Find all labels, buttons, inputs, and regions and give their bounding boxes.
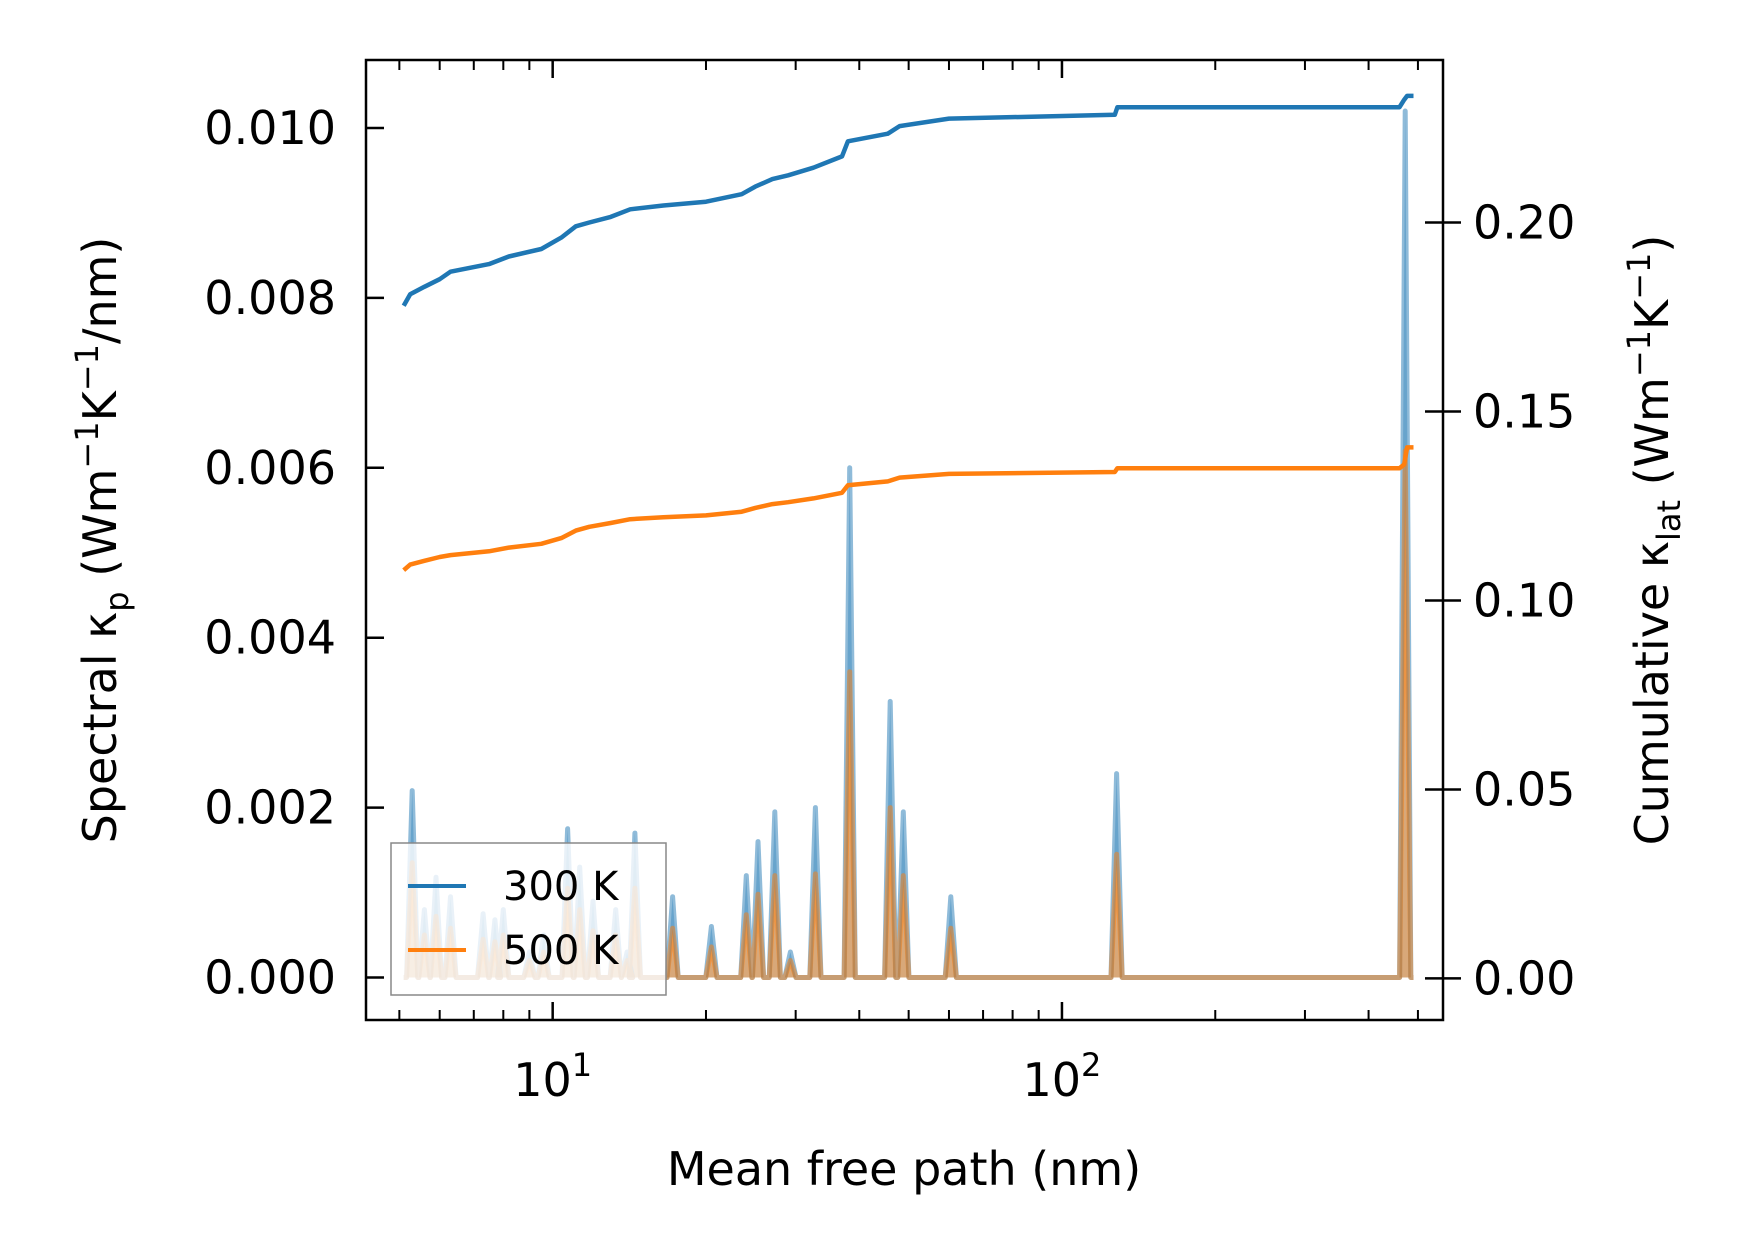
plot-frame (364, 58, 1445, 1022)
legend: 300 K 500 K (390, 842, 667, 996)
y-left-tick-label-4: 0.008 (204, 271, 336, 325)
x-tick-label-0: 101 (513, 1046, 592, 1107)
x-axis-label: Mean free path (nm) (667, 1142, 1141, 1196)
y-right-tick-label-0: 0.00 (1473, 951, 1575, 1005)
y-right-tick-label-4: 0.20 (1473, 196, 1575, 250)
y-left-tick-label-5: 0.010 (204, 101, 336, 155)
axis-tick-labels: 101 102 0.000 0.002 0.004 0.006 0.008 0.010 0.00… (204, 101, 1575, 1107)
y-left-tick-label-2: 0.004 (204, 611, 336, 665)
axis-ticks (366, 60, 1461, 1020)
y-axis-right-label: Cumulative κlat (Wm−1K−1) (1620, 235, 1688, 846)
legend-label-500k: 500 K (503, 928, 620, 974)
y-right-tick-label-1: 0.05 (1473, 762, 1575, 816)
cumulative-lines (401, 93, 1414, 572)
y-left-tick-label-3: 0.006 (204, 441, 336, 495)
legend-label-300k: 300 K (503, 864, 620, 910)
cumulative-line-500k (402, 445, 1414, 572)
legend-box (390, 842, 667, 996)
y-axis-left-label: Spectral κp (Wm−1K−1/nm) (68, 237, 136, 844)
y-right-tick-label-2: 0.10 (1473, 573, 1575, 627)
cumulative-line-300k (401, 93, 1414, 307)
y-left-tick-label-1: 0.002 (204, 781, 336, 835)
y-left-tick-label-0: 0.000 (204, 951, 336, 1005)
x-tick-label-1: 102 (1023, 1046, 1102, 1107)
y-right-tick-label-3: 0.15 (1473, 384, 1575, 438)
